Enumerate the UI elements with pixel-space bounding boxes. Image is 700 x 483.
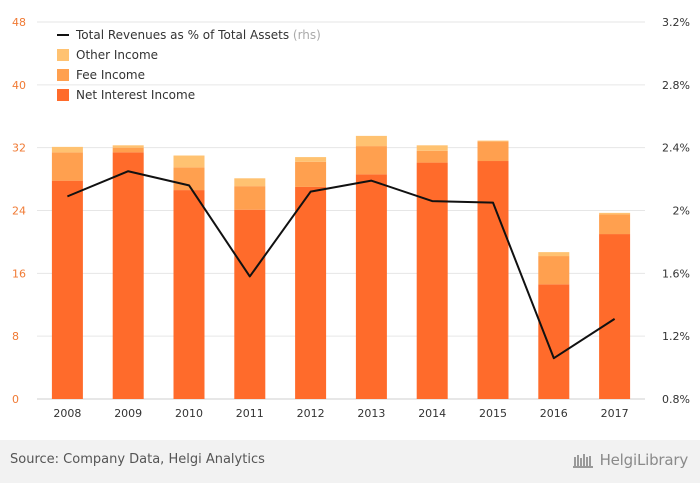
revenues-to-assets-line: [67, 170, 616, 360]
bar-net-interest-income-2008: [51, 180, 83, 399]
bar-net-interest-income-2017: [599, 234, 631, 399]
bar-net-interest-income-2010: [173, 190, 205, 399]
x-axis-tick: 2013: [357, 407, 385, 420]
x-axis-tick: 2008: [53, 407, 81, 420]
left-axis-tick: 32: [12, 142, 26, 155]
right-axis-tick: 2%: [673, 205, 690, 218]
right-axis-tick: 2.4%: [662, 142, 690, 155]
left-axis-tick: 16: [12, 267, 26, 280]
legend-label-other-income: Other Income: [76, 48, 158, 62]
left-axis-tick: 24: [12, 205, 26, 218]
x-axis-tick: 2009: [114, 407, 142, 420]
bar-other-income-2016: [538, 252, 570, 257]
bar-fee-income-2011: [234, 186, 266, 210]
x-axis-tick: 2017: [601, 407, 629, 420]
bar-fee-income-2013: [355, 146, 387, 175]
x-axis-tick: 2012: [297, 407, 325, 420]
bar-fee-income-2008: [51, 152, 83, 181]
legend-swatch-other-income: [57, 49, 69, 61]
bar-fee-income-2009: [112, 147, 144, 153]
bar-net-interest-income-2009: [112, 152, 144, 399]
bars: [51, 135, 631, 399]
right-axis-tick: 1.6%: [662, 267, 690, 280]
right-axis-tick: 2.8%: [662, 79, 690, 92]
bar-fee-income-2014: [416, 150, 448, 163]
bar-other-income-2015: [477, 140, 509, 142]
x-axis-tick: 2015: [479, 407, 507, 420]
bar-fee-income-2015: [477, 141, 509, 162]
bar-other-income-2012: [295, 157, 327, 162]
legend: Total Revenues as % of Total Assets (rhs…: [57, 28, 321, 102]
brand-name: HelgiLibrary: [599, 451, 689, 469]
footer: Source: Company Data, Helgi Analytics He…: [0, 440, 700, 483]
bar-other-income-2017: [599, 212, 631, 215]
bar-other-income-2011: [234, 178, 266, 187]
left-axis-tick: 40: [12, 79, 26, 92]
x-axis-tick: 2014: [418, 407, 446, 420]
left-axis-tick: 8: [12, 330, 19, 343]
bar-other-income-2008: [51, 146, 83, 153]
right-axis-tick: 3.2%: [662, 16, 690, 29]
x-axis-tick: 2016: [540, 407, 568, 420]
left-axis-tick: 0: [12, 393, 19, 406]
bar-fee-income-2017: [599, 214, 631, 235]
bar-other-income-2009: [112, 145, 144, 148]
bar-fee-income-2016: [538, 256, 570, 285]
legend-swatch-fee-income: [57, 69, 69, 81]
source-note: Source: Company Data, Helgi Analytics: [10, 452, 265, 467]
right-axis-tick: 0.8%: [662, 393, 690, 406]
bar-other-income-2010: [173, 155, 205, 168]
bar-other-income-2014: [416, 145, 448, 151]
legend-label-fee-income: Fee Income: [76, 68, 145, 82]
brand-logo: HelgiLibrary: [572, 451, 689, 469]
bar-net-interest-income-2015: [477, 161, 509, 399]
legend-label-net-interest-income: Net Interest Income: [76, 88, 195, 102]
x-axis-tick: 2010: [175, 407, 203, 420]
bar-net-interest-income-2013: [355, 174, 387, 399]
bar-net-interest-income-2011: [234, 209, 266, 399]
bar-fee-income-2012: [295, 161, 327, 187]
legend-swatch-net-interest-income: [57, 89, 69, 101]
legend-label-revenues-to-assets: Total Revenues as % of Total Assets (rhs…: [75, 28, 321, 42]
bar-net-interest-income-2012: [295, 186, 327, 399]
legend-rhs-note: (rhs): [293, 28, 321, 42]
axes: 0 8 16 24 32 40 48 0.8% 1.2% 1.6% 2% 2.4% 2.8% 3.2% 20…: [12, 16, 690, 420]
chart: 0 8 16 24 32 40 48 0.8% 1.2% 1.6% 2% 2.4% 2.8% 3.2% 20…: [12, 16, 690, 420]
library-icon: [572, 454, 593, 468]
left-axis-tick: 48: [12, 16, 26, 29]
x-axis-tick: 2011: [236, 407, 264, 420]
bar-net-interest-income-2016: [538, 284, 570, 399]
right-axis-tick: 1.2%: [662, 330, 690, 343]
line-series: [67, 170, 616, 360]
bar-other-income-2013: [355, 135, 387, 147]
